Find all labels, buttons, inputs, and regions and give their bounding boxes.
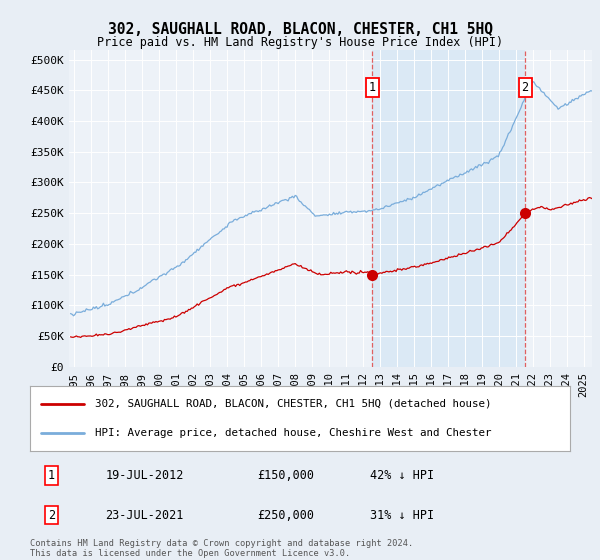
Text: Contains HM Land Registry data © Crown copyright and database right 2024.
This d: Contains HM Land Registry data © Crown c…	[30, 539, 413, 558]
Text: 31% ↓ HPI: 31% ↓ HPI	[370, 508, 434, 522]
Text: Price paid vs. HM Land Registry's House Price Index (HPI): Price paid vs. HM Land Registry's House …	[97, 36, 503, 49]
Text: 23-JUL-2021: 23-JUL-2021	[106, 508, 184, 522]
Text: HPI: Average price, detached house, Cheshire West and Chester: HPI: Average price, detached house, Ches…	[95, 428, 491, 438]
Text: 2: 2	[521, 81, 529, 94]
Text: £250,000: £250,000	[257, 508, 314, 522]
Text: 1: 1	[48, 469, 55, 482]
Bar	[372, 50, 525, 367]
Text: 2: 2	[48, 508, 55, 522]
Text: 19-JUL-2012: 19-JUL-2012	[106, 469, 184, 482]
Text: 302, SAUGHALL ROAD, BLACON, CHESTER, CH1 5HQ: 302, SAUGHALL ROAD, BLACON, CHESTER, CH1…	[107, 22, 493, 38]
Text: 1: 1	[368, 81, 376, 94]
Text: 42% ↓ HPI: 42% ↓ HPI	[370, 469, 434, 482]
Text: £150,000: £150,000	[257, 469, 314, 482]
Text: 302, SAUGHALL ROAD, BLACON, CHESTER, CH1 5HQ (detached house): 302, SAUGHALL ROAD, BLACON, CHESTER, CH1…	[95, 399, 491, 409]
